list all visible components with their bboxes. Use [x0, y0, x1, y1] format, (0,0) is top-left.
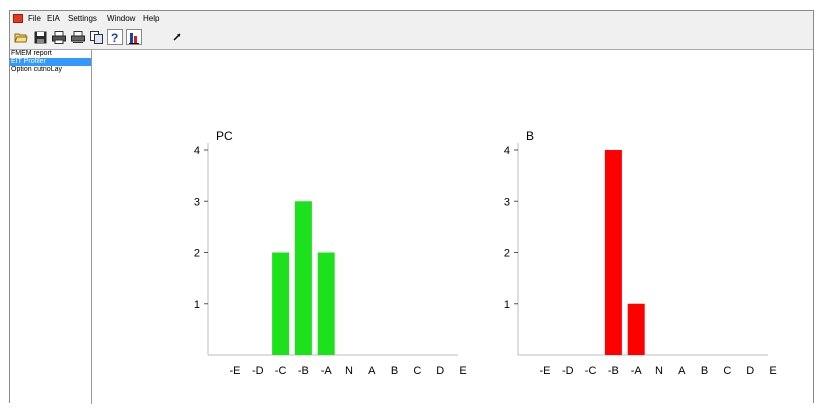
- sidebar: FMEM report EIT Profiler Option cutnoLay: [10, 50, 92, 404]
- left-x-tick-label: -B: [298, 365, 309, 377]
- right-bar--a: [627, 303, 645, 355]
- sidebar-item-eit-profiler[interactable]: EIT Profiler: [10, 58, 91, 66]
- left-x-tick-label: E: [459, 365, 466, 377]
- right-chart-title: B: [526, 129, 534, 143]
- right-x-tick-label: -E: [540, 365, 551, 377]
- left-y-tick-label: 1: [194, 299, 200, 311]
- right-x-tick-label: -A: [631, 365, 643, 377]
- toolbar: ?: [10, 26, 813, 50]
- right-x-tick-label: C: [723, 365, 731, 377]
- right-y-tick-label: 3: [504, 196, 510, 208]
- right-x-tick-label: A: [678, 365, 686, 377]
- print-icon[interactable]: [51, 29, 67, 45]
- left-x-tick-label: A: [368, 365, 376, 377]
- menu-eia[interactable]: EIA: [47, 14, 60, 23]
- chart-right: B 1 2 3 4 -E -D -C -B -A N A B C D E: [504, 129, 777, 377]
- chart-left: PC 1 2 3 4 -E -D -C -B -A N A B C D E: [194, 129, 467, 377]
- left-x-tick-label: N: [345, 365, 353, 377]
- left-y-tick-label: 3: [194, 196, 200, 208]
- left-bar--c: [272, 252, 290, 355]
- left-chart-title: PC: [216, 129, 233, 143]
- left-x-tick-label: D: [436, 365, 444, 377]
- right-x-tick-label: N: [655, 365, 663, 377]
- right-y-tick-label: 2: [504, 248, 510, 260]
- right-bar--b: [604, 150, 622, 355]
- main-window: File EIA Settings Window Help ?: [9, 10, 814, 404]
- sidebar-item-fmem-report[interactable]: FMEM report: [11, 50, 52, 57]
- chart-icon[interactable]: [126, 29, 142, 45]
- right-x-tick-label: B: [701, 365, 708, 377]
- menu-bar: File EIA Settings Window Help: [10, 11, 813, 27]
- chart-area: PC 1 2 3 4 -E -D -C -B -A N A B C D E B 1 2 3 4 -E -D -C -B -A N A…: [93, 50, 813, 404]
- sidebar-item-option[interactable]: Option cutnoLay: [11, 66, 62, 73]
- right-y-tick-label: 4: [504, 145, 510, 157]
- menu-settings[interactable]: Settings: [68, 14, 97, 23]
- left-x-tick-label: -C: [275, 365, 287, 377]
- right-x-tick-label: -C: [585, 365, 597, 377]
- left-x-tick-label: -E: [230, 365, 241, 377]
- pointer-icon[interactable]: [169, 29, 185, 45]
- print-preview-icon[interactable]: [70, 29, 86, 45]
- left-x-tick-label: -D: [252, 365, 264, 377]
- right-x-tick-label: E: [769, 365, 776, 377]
- left-bar--b: [294, 201, 312, 355]
- open-folder-icon[interactable]: [13, 29, 29, 45]
- left-x-tick-label: B: [391, 365, 398, 377]
- help-icon[interactable]: ?: [107, 29, 123, 45]
- app-icon: [13, 14, 23, 23]
- left-bar--a: [317, 252, 335, 355]
- copy-icon[interactable]: [88, 29, 104, 45]
- right-y-tick-label: 1: [504, 299, 510, 311]
- left-y-tick-label: 2: [194, 248, 200, 260]
- right-x-tick-label: -B: [608, 365, 619, 377]
- right-x-tick-label: -D: [562, 365, 574, 377]
- left-x-tick-label: C: [413, 365, 421, 377]
- svg-text:?: ?: [111, 31, 118, 44]
- menu-window[interactable]: Window: [107, 14, 136, 23]
- menu-file[interactable]: File: [28, 14, 41, 23]
- save-icon[interactable]: [32, 29, 48, 45]
- right-x-tick-label: D: [746, 365, 754, 377]
- left-y-tick-label: 4: [194, 145, 200, 157]
- left-x-tick-label: -A: [321, 365, 333, 377]
- menu-help[interactable]: Help: [143, 14, 160, 23]
